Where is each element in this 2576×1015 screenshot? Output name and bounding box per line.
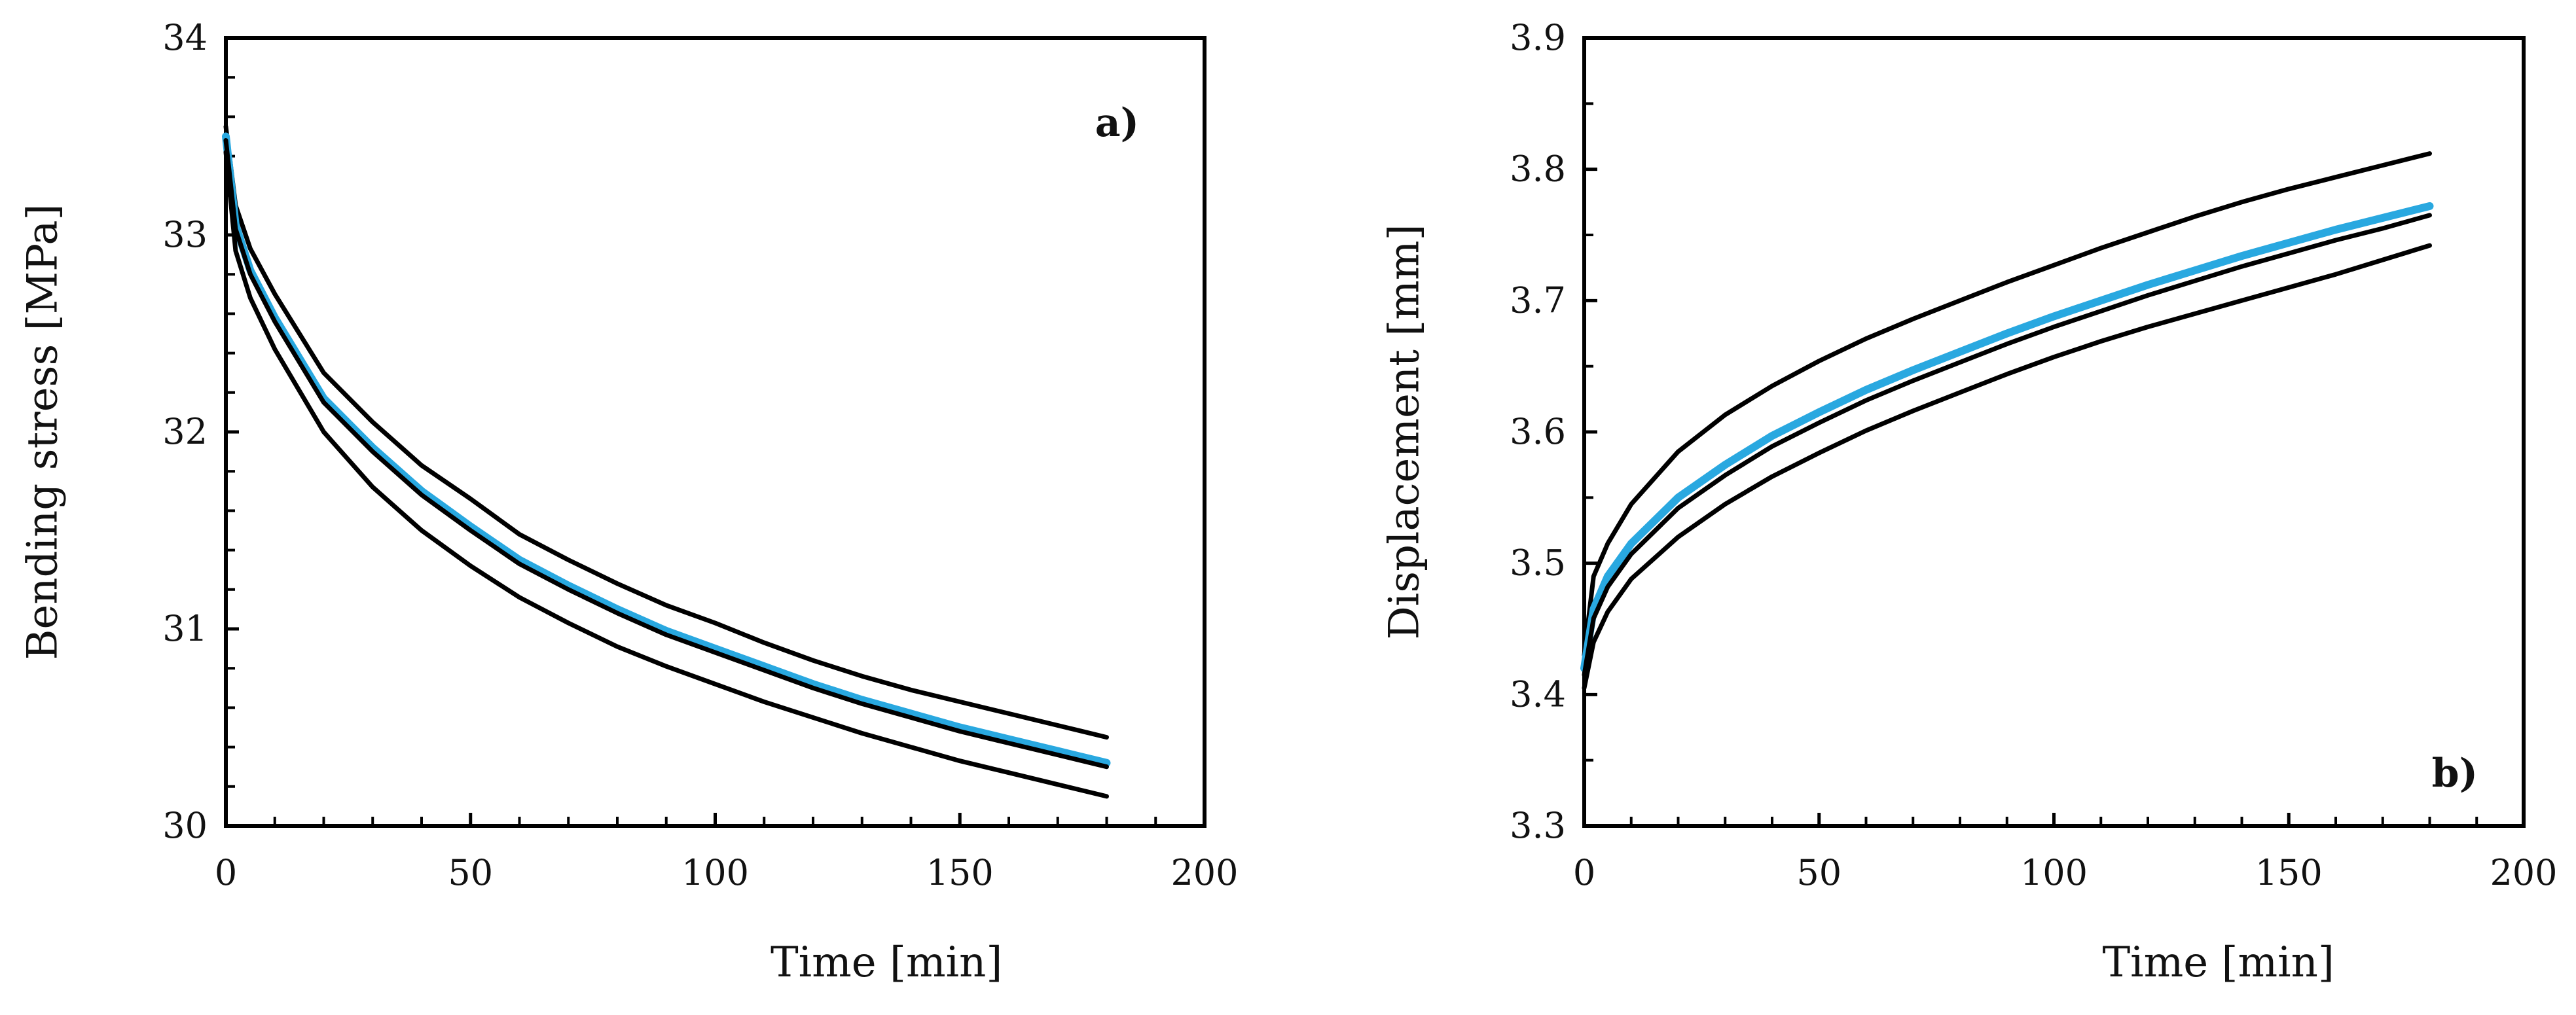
panel-b-y-axis-title: Displacement [mm] [1381,224,1429,639]
panel-b-x-tick-label: 50 [1796,852,1841,893]
panel-b-y-tick-label: 3.4 [1510,673,1566,715]
panel-a-series-middle [223,138,1109,770]
panel-b-series-lower [1582,243,2432,690]
panel-b-x-axis-title: Time [min] [2102,938,2334,987]
panel-a-x-tick-label: 100 [681,852,749,893]
panel-b-series-mean [1580,202,2434,673]
panel-b-series-middle [1582,213,2432,677]
panel-a-panel-label: a) [1095,100,1139,146]
panel-a-x-tick-label: 150 [926,852,994,893]
panel-b-x-tick-label: 0 [1573,852,1595,893]
panel-b-series-upper [1582,151,2432,658]
panel-a-y-tick-label: 31 [162,608,208,649]
panel-a-y-tick-label: 32 [162,411,208,452]
panel-b-y-tick-label: 3.3 [1510,805,1566,846]
panel-b-x-tick-label: 200 [2490,852,2557,893]
panel-b-panel-label: b) [2432,751,2478,796]
panel-a-x-tick-label: 50 [448,852,493,893]
panel-a-plot-frame [224,36,1206,828]
panel-b-y-tick-label: 3.6 [1510,411,1566,452]
panel-a-x-tick-label: 0 [215,852,237,893]
panel-a-y-tick-label: 33 [162,214,208,255]
panel-a-y-tick-label: 30 [162,805,208,846]
panel-b-y-tick-label: 3.5 [1510,543,1566,584]
panel-a-series-mean [222,132,1111,767]
panel-a-y-tick-label: 34 [162,17,208,58]
panel-b-y-tick-label: 3.7 [1510,279,1566,321]
panel-a-series-lower [223,150,1109,799]
panel-b-x-tick-label: 100 [2020,852,2088,893]
panel-b-y-tick-label: 3.8 [1510,149,1566,190]
panel-a-y-axis-title: Bending stress [MPa] [19,204,67,660]
panel-a-x-tick-label: 200 [1170,852,1238,893]
panel-b-y-tick-label: 3.9 [1510,17,1566,58]
panel-a-x-axis-title: Time [min] [771,938,1002,987]
panel-a-series-upper [223,124,1109,740]
panel-b-x-tick-label: 150 [2255,852,2323,893]
panel-b-plot-frame [1582,36,2526,828]
